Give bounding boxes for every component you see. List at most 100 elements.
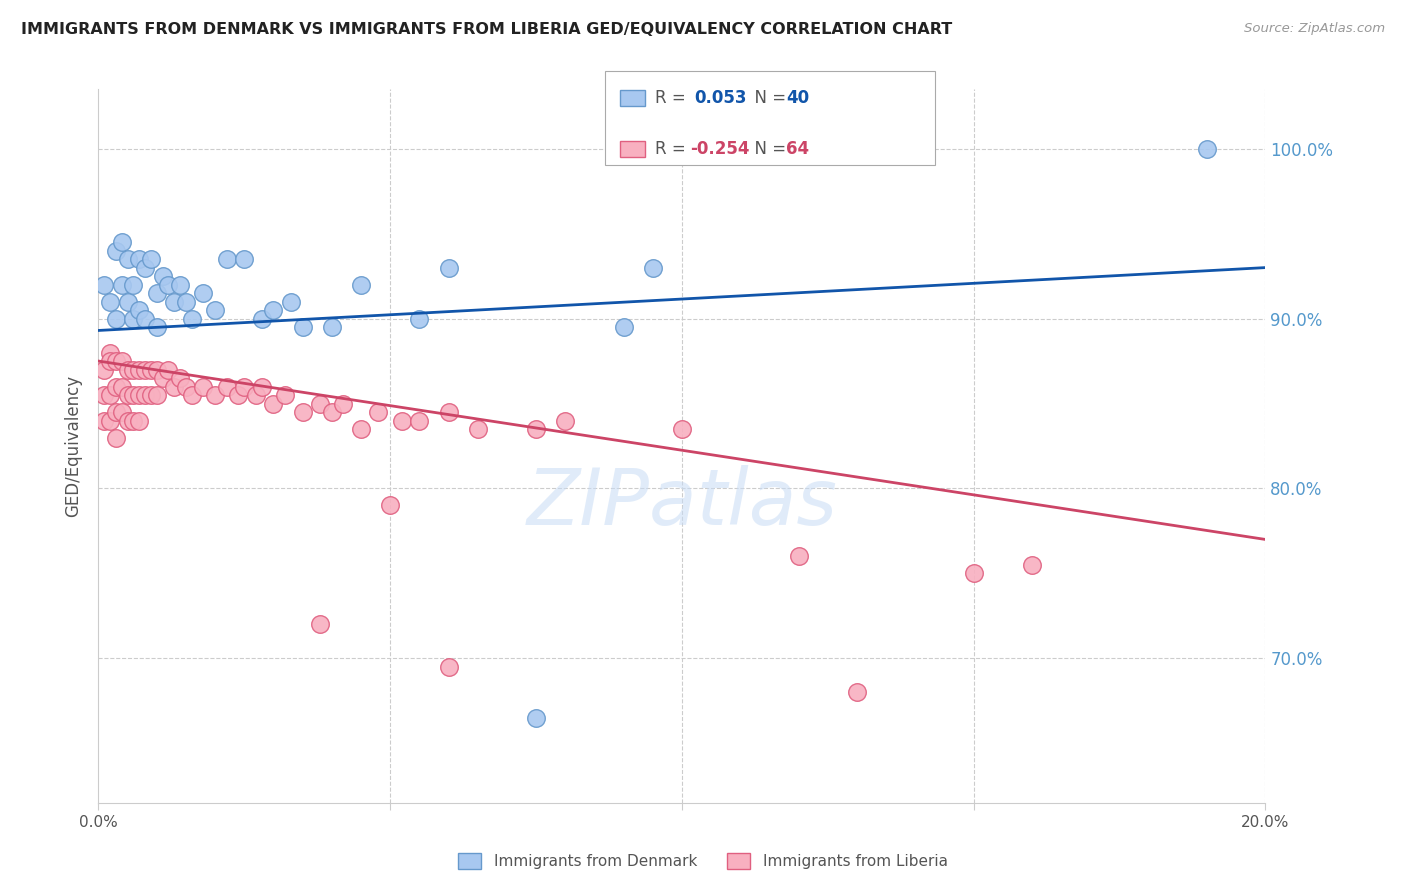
Point	[408, 413, 430, 427]
Point	[391, 413, 413, 427]
Point	[245, 388, 267, 402]
Point	[111, 277, 134, 292]
Point	[250, 311, 273, 326]
Point	[524, 711, 547, 725]
Point	[280, 294, 302, 309]
Point	[233, 252, 256, 266]
Point	[117, 413, 139, 427]
Point	[408, 311, 430, 326]
Point	[117, 252, 139, 266]
Point	[122, 413, 145, 427]
Point	[1195, 142, 1218, 156]
Point	[169, 277, 191, 292]
Point	[437, 260, 460, 275]
Text: R =: R =	[655, 140, 692, 158]
Point	[193, 379, 215, 393]
Point	[146, 388, 169, 402]
Point	[93, 277, 115, 292]
Text: ZIPatlas: ZIPatlas	[526, 465, 838, 541]
Point	[291, 320, 314, 334]
Point	[350, 422, 373, 436]
Point	[437, 405, 460, 419]
Point	[262, 303, 284, 318]
Point	[98, 294, 121, 309]
Point	[157, 277, 180, 292]
Text: 64: 64	[786, 140, 808, 158]
Point	[111, 379, 134, 393]
Point	[332, 396, 354, 410]
Text: IMMIGRANTS FROM DENMARK VS IMMIGRANTS FROM LIBERIA GED/EQUIVALENCY CORRELATION C: IMMIGRANTS FROM DENMARK VS IMMIGRANTS FR…	[21, 22, 952, 37]
Point	[134, 311, 156, 326]
Point	[204, 303, 226, 318]
Point	[104, 379, 127, 393]
Point	[104, 430, 127, 444]
Point	[128, 303, 150, 318]
Point	[180, 388, 202, 402]
Point	[122, 362, 145, 376]
Point	[139, 362, 162, 376]
Point	[233, 379, 256, 393]
Point	[122, 388, 145, 402]
Point	[641, 260, 664, 275]
Point	[962, 566, 984, 581]
Point	[139, 388, 162, 402]
Text: 40: 40	[786, 89, 808, 107]
Point	[128, 388, 150, 402]
Point	[367, 405, 389, 419]
Point	[134, 388, 156, 402]
Point	[146, 362, 169, 376]
Point	[174, 379, 197, 393]
Legend: Immigrants from Denmark, Immigrants from Liberia: Immigrants from Denmark, Immigrants from…	[453, 847, 953, 875]
Point	[152, 269, 174, 284]
Point	[671, 422, 693, 436]
Text: 0.053: 0.053	[695, 89, 747, 107]
Point	[309, 617, 332, 632]
Point	[93, 362, 115, 376]
Point	[215, 379, 238, 393]
Point	[117, 362, 139, 376]
Point	[93, 388, 115, 402]
Point	[98, 388, 121, 402]
Point	[846, 685, 869, 699]
Point	[146, 320, 169, 334]
Text: N =: N =	[744, 89, 792, 107]
Point	[1021, 558, 1043, 572]
Point	[111, 354, 134, 368]
Point	[98, 413, 121, 427]
Point	[128, 252, 150, 266]
Point	[274, 388, 297, 402]
Point	[98, 354, 121, 368]
Point	[169, 371, 191, 385]
Point	[215, 252, 238, 266]
Point	[350, 277, 373, 292]
Point	[111, 405, 134, 419]
Point	[128, 413, 150, 427]
Point	[228, 388, 250, 402]
Point	[524, 422, 547, 436]
Point	[122, 311, 145, 326]
Point	[157, 362, 180, 376]
Point	[380, 499, 402, 513]
Text: Source: ZipAtlas.com: Source: ZipAtlas.com	[1244, 22, 1385, 36]
Text: R =: R =	[655, 89, 696, 107]
Point	[134, 260, 156, 275]
Point	[250, 379, 273, 393]
Point	[111, 235, 134, 249]
Point	[174, 294, 197, 309]
Point	[139, 252, 162, 266]
Point	[321, 405, 343, 419]
Point	[104, 311, 127, 326]
Point	[262, 396, 284, 410]
Point	[163, 379, 186, 393]
Point	[128, 362, 150, 376]
Point	[437, 660, 460, 674]
Point	[152, 371, 174, 385]
Y-axis label: GED/Equivalency: GED/Equivalency	[65, 375, 83, 517]
Point	[291, 405, 314, 419]
Point	[117, 294, 139, 309]
Point	[104, 354, 127, 368]
Point	[98, 345, 121, 359]
Point	[122, 277, 145, 292]
Point	[309, 396, 332, 410]
Point	[104, 405, 127, 419]
